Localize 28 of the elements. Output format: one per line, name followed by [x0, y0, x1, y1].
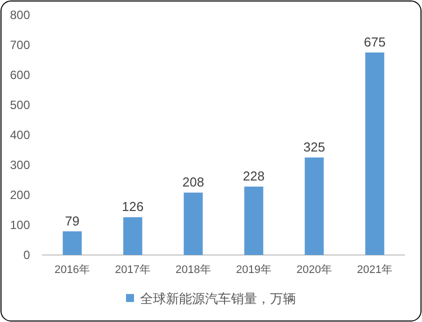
x-tick-label: 2021年	[357, 264, 392, 276]
x-tick-label: 2017年	[115, 264, 150, 276]
y-tick-label: 800	[10, 8, 30, 22]
x-tick-label: 2019年	[236, 264, 272, 276]
bar	[304, 158, 324, 255]
bar	[365, 52, 384, 255]
bar	[244, 186, 264, 255]
data-label: 79	[65, 213, 80, 228]
data-label: 325	[303, 140, 326, 154]
y-tick-label: 100	[10, 218, 30, 232]
y-tick-label: 500	[10, 98, 30, 112]
y-tick-label: 400	[10, 128, 30, 142]
y-tick-label: 300	[10, 158, 30, 172]
data-label: 126	[122, 199, 144, 214]
x-tick-label: 2018年	[176, 264, 211, 276]
data-label: 228	[242, 168, 265, 184]
y-tick-label: 0	[23, 248, 30, 262]
x-tick-label: 2016年	[54, 264, 90, 276]
bar	[184, 192, 203, 255]
legend-label: 全球新能源汽车销量，万辆	[140, 291, 296, 306]
x-tick-label: 2020年	[296, 264, 332, 276]
bar	[123, 217, 142, 255]
bar	[62, 231, 82, 255]
data-label: 208	[182, 174, 204, 190]
y-tick-label: 700	[10, 38, 30, 52]
data-label: 675	[364, 34, 386, 50]
y-tick-label: 600	[10, 68, 30, 82]
y-tick-label: 200	[10, 188, 30, 202]
